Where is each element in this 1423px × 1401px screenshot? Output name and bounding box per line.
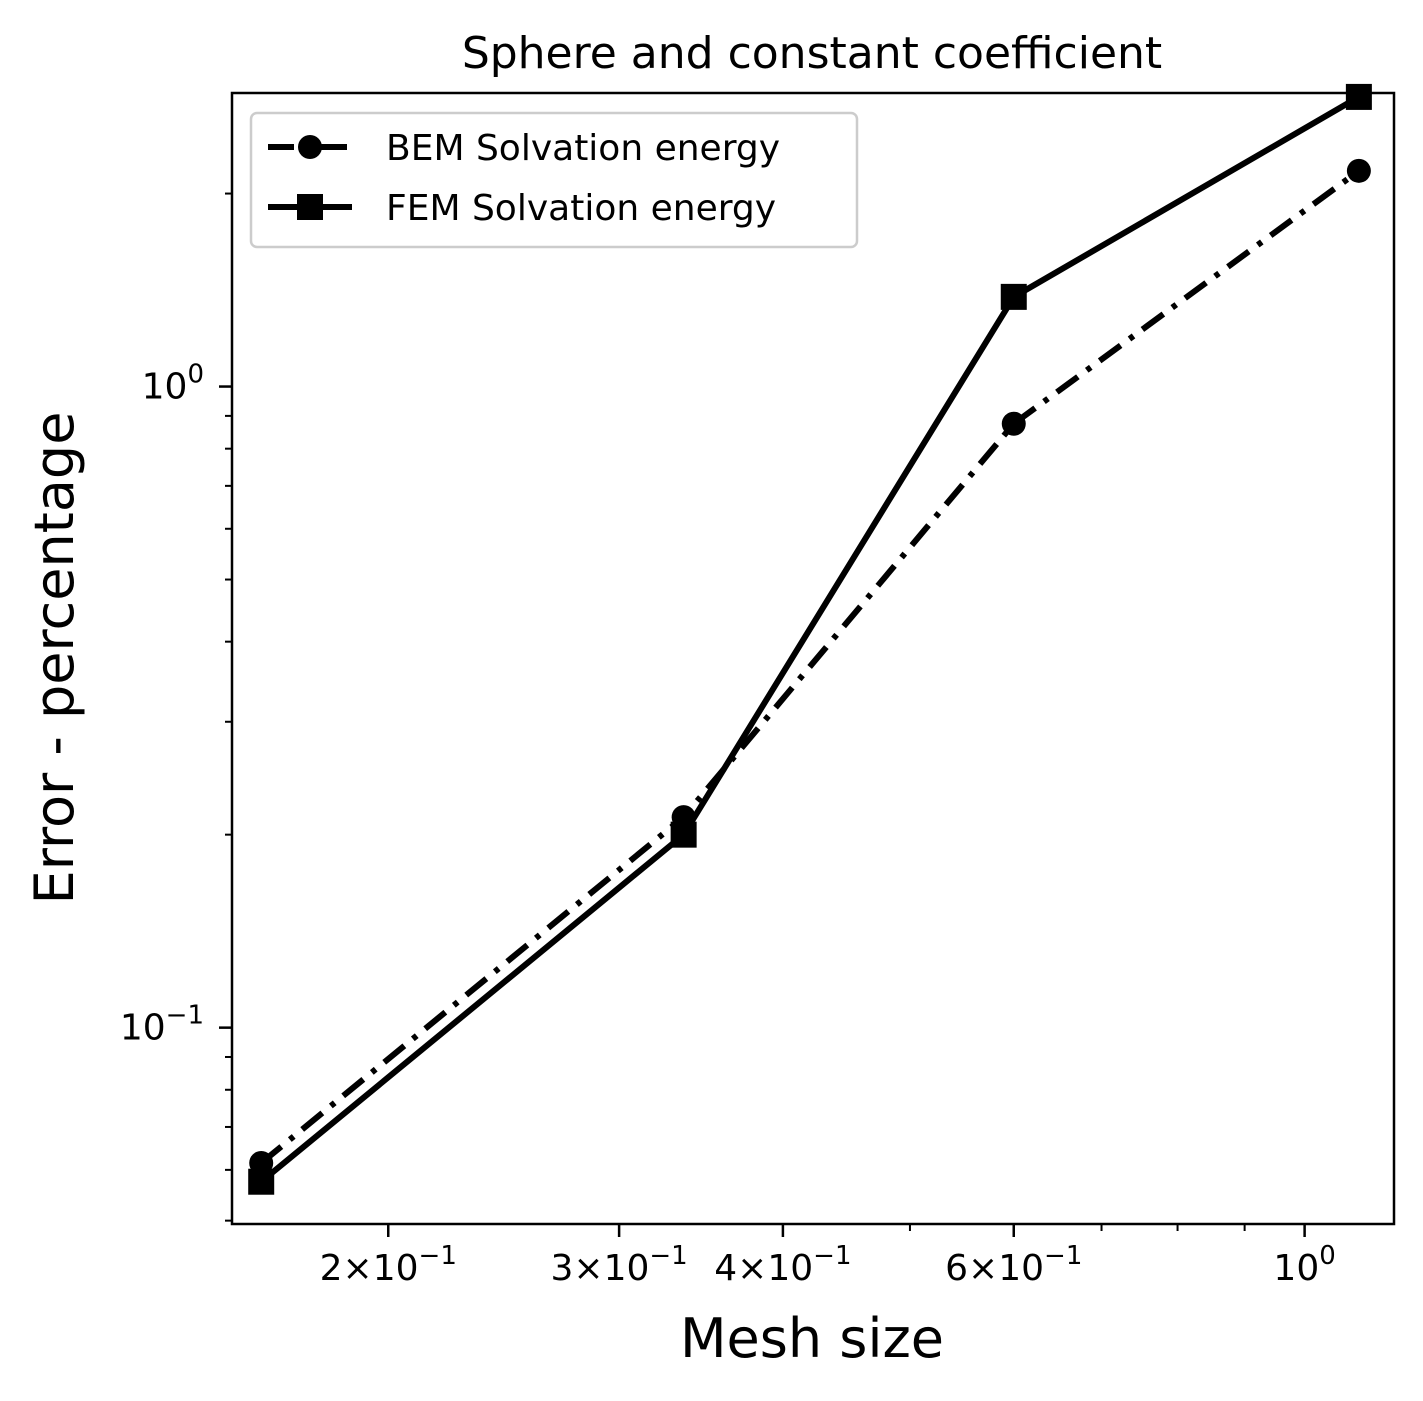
plot-area bbox=[248, 83, 1372, 1195]
fem-point bbox=[670, 821, 697, 848]
series-line-1 bbox=[259, 168, 1361, 1166]
y-tick-label: 100 bbox=[142, 360, 204, 408]
legend: BEM Solvation energy FEM Solvation energy bbox=[249, 111, 859, 249]
axes-frame bbox=[230, 91, 1396, 1226]
x-tick-label: 2×10−1 bbox=[320, 1241, 457, 1289]
series-line-2 bbox=[259, 94, 1361, 1185]
legend-label: FEM Solvation energy bbox=[386, 188, 776, 229]
x-axis-label: Mesh size bbox=[680, 1307, 944, 1370]
legend-label: BEM Solvation energy bbox=[386, 128, 780, 169]
chart-title: Sphere and constant coefficient bbox=[462, 28, 1162, 79]
bem-point bbox=[1001, 411, 1026, 436]
y-tick-label: 10−1 bbox=[120, 1001, 204, 1049]
x-tick-label: 6×10−1 bbox=[945, 1241, 1082, 1289]
x-tick-label: 4×10−1 bbox=[714, 1241, 851, 1289]
x-tick-label: 100 bbox=[1273, 1241, 1335, 1289]
legend-frame bbox=[249, 111, 859, 249]
fem-point bbox=[1000, 283, 1027, 310]
axes-ticks: 2×10−1 3×10−1 4×10−1 6×10−1 100 10−1 100 bbox=[120, 192, 1336, 1289]
x-tick-label: 3×10−1 bbox=[551, 1241, 688, 1289]
fem-point bbox=[248, 1168, 275, 1195]
legend-marker-circle bbox=[298, 135, 322, 159]
fem-point bbox=[1345, 83, 1372, 110]
y-axis-label: Error - percentage bbox=[23, 412, 86, 905]
legend-marker-square bbox=[297, 194, 323, 220]
bem-point bbox=[1346, 158, 1371, 183]
